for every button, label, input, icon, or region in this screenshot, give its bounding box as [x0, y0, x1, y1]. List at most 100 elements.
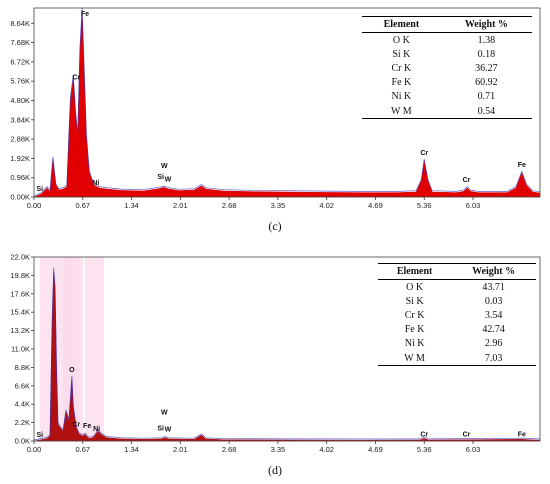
x-tick-label: 2.01 [173, 445, 188, 454]
table-row: O K 1.38 [362, 33, 532, 48]
x-tick-label: 2.01 [173, 201, 188, 210]
weight-table-d: Element Weight % O K 43.71 Si K 0.03 Cr K 3… [378, 263, 536, 367]
peak-label: W [161, 410, 168, 417]
table-row: Ni K 2.96 [378, 337, 536, 351]
y-tick-label: 22.0K [10, 253, 30, 262]
panel-d: 0.0K 2.2K 4.4K 6.6K 8.8K 11.0K 13.2K 15.4K 17.6K… [0, 245, 550, 484]
element-cell: Ni K [404, 338, 425, 350]
peak-label: Fe [81, 11, 89, 18]
x-tick-label: 3.35 [271, 445, 286, 454]
y-tick-label: 6.72K [10, 57, 30, 66]
element-cell: O K [392, 34, 410, 46]
spectrum-chart-d: 0.0K 2.2K 4.4K 6.6K 8.8K 11.0K 13.2K 15.4K 17.6K… [10, 253, 541, 454]
element-cell: Fe K [404, 324, 425, 336]
weight-cell: 0.54 [440, 103, 532, 120]
element-cell: Cr K [404, 309, 425, 321]
weight-cell: 1.38 [477, 34, 496, 46]
peak-label: Si [37, 186, 44, 193]
plot-frame [33, 256, 541, 442]
x-tick-label: 6.03 [466, 445, 481, 454]
y-tick-label: 8.64K [10, 19, 30, 28]
weight-cell: 3.54 [484, 309, 503, 321]
table-row: Si K 0.03 [378, 294, 536, 308]
peak-label: W [165, 176, 172, 183]
y-tick-label: 8.8K [15, 363, 30, 372]
table-row: Ni K 0.71 [362, 90, 532, 104]
x-tick-label: 5.36 [417, 445, 432, 454]
peak-highlight-band [84, 257, 104, 441]
x-tick-label: 0.67 [75, 201, 90, 210]
spectrum-outline [33, 7, 541, 197]
table-header-row: Element Weight % [378, 263, 536, 280]
x-tick-label: 3.35 [271, 201, 286, 210]
y-tick-label: 0.00K [10, 193, 30, 202]
element-cell: O K [406, 281, 424, 293]
y-tick-label: 0.96K [10, 173, 30, 182]
weight-cell: 2.96 [484, 338, 503, 350]
element-cell: Si K [392, 48, 411, 60]
x-tick-label: 0.67 [75, 445, 90, 454]
peak-label: Cr [420, 431, 428, 438]
element-cell: Si K [405, 295, 424, 307]
weight-header: Weight % [451, 263, 536, 280]
element-cell: Cr K [391, 62, 412, 74]
peak-label: Cr [463, 177, 471, 184]
x-tick-label: 4.69 [368, 445, 383, 454]
y-tick-label: 2.88K [10, 135, 30, 144]
table-row: Cr K 3.54 [378, 308, 536, 322]
weight-cell: 0.03 [484, 295, 503, 307]
y-tick-label: 2.2K [15, 418, 30, 427]
peak-label: W [165, 426, 172, 433]
weight-cell: 0.18 [477, 48, 496, 60]
peak-label: Si [157, 174, 164, 181]
element-cell: W M [362, 103, 441, 120]
weight-cell: 43.71 [482, 281, 505, 293]
table-row: Fe K 42.74 [378, 323, 536, 337]
y-tick-label: 5.76K [10, 77, 30, 86]
peak-label: Cr [72, 421, 80, 428]
element-cell: Fe K [391, 77, 412, 89]
peak-label: Cr [463, 431, 471, 438]
panel-c: 0.00K 0.96K 1.92K 2.88K 3.84K 4.80K 5.76K 6.72K… [0, 0, 550, 240]
element-header: Element [362, 16, 441, 33]
x-tick-label: 2.68 [222, 201, 237, 210]
y-tick-label: 13.2K [10, 326, 30, 335]
x-tick-label: 1.34 [124, 445, 139, 454]
weight-cell: 0.71 [477, 91, 496, 103]
spectrum-chart-c: 0.00K 0.96K 1.92K 2.88K 3.84K 4.80K 5.76K 6.72K… [10, 7, 541, 210]
y-tick-label: 4.4K [15, 400, 30, 409]
weight-table-c: Element Weight % O K 1.38 Si K 0.18 Cr K 36… [362, 16, 532, 120]
table-row: O K 43.71 [378, 280, 536, 295]
x-tick-label: 0.00 [27, 201, 42, 210]
y-tick-label: 17.6K [10, 289, 30, 298]
weight-cell: 42.74 [482, 324, 505, 336]
y-tick-label: 11.0K [11, 345, 30, 354]
peak-label: Cr [72, 74, 80, 81]
x-tick-label: 6.03 [466, 201, 481, 210]
panel-caption-c: (c) [268, 219, 282, 233]
weight-header: Weight % [440, 16, 532, 33]
y-tick-label: 6.6K [15, 381, 30, 390]
y-tick-label: 19.8K [10, 271, 30, 280]
peak-label: W [161, 163, 168, 170]
panel-caption-d: (d) [268, 463, 282, 477]
peak-label: Fe [83, 423, 91, 430]
x-tick-label: 5.36 [417, 201, 432, 210]
table-row: Fe K 60.92 [362, 76, 532, 90]
weight-cell: 36.27 [475, 62, 498, 74]
x-tick-label: 1.34 [124, 201, 139, 210]
x-tick-label: 4.02 [319, 201, 334, 210]
table-row: W M 7.03 [378, 350, 536, 367]
peak-label: O [69, 367, 75, 374]
peak-label: Fe [518, 162, 526, 169]
y-tick-label: 15.4K [10, 308, 30, 317]
table-row: W M 0.54 [362, 103, 532, 120]
y-tick-label: 4.80K [10, 96, 30, 105]
element-header: Element [378, 263, 452, 280]
x-tick-label: 0.00 [27, 445, 42, 454]
y-tick-label: 1.92K [10, 154, 30, 163]
peak-label: Cr [420, 150, 428, 157]
y-tick-label: 3.84K [10, 115, 30, 124]
weight-cell: 7.03 [451, 350, 536, 367]
weight-cell: 60.92 [475, 77, 498, 89]
